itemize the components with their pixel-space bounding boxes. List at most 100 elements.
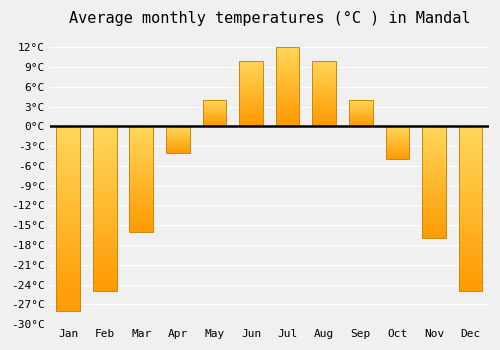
Bar bbox=[312, 61, 336, 63]
Bar bbox=[202, 115, 226, 116]
Bar bbox=[166, 130, 190, 131]
Bar bbox=[202, 123, 226, 124]
Bar bbox=[386, 126, 409, 159]
Bar bbox=[312, 80, 336, 83]
Bar bbox=[130, 193, 153, 197]
Bar bbox=[130, 218, 153, 221]
Bar bbox=[312, 85, 336, 87]
Bar bbox=[56, 262, 80, 268]
Bar bbox=[130, 207, 153, 211]
Bar bbox=[166, 142, 190, 143]
Bar bbox=[422, 126, 446, 238]
Bar bbox=[312, 87, 336, 89]
Bar bbox=[130, 137, 153, 140]
Bar bbox=[349, 118, 372, 119]
Bar bbox=[130, 225, 153, 228]
Bar bbox=[202, 109, 226, 110]
Bar bbox=[386, 130, 409, 131]
Bar bbox=[92, 159, 116, 165]
Bar bbox=[458, 148, 482, 154]
Bar bbox=[349, 116, 372, 117]
Bar bbox=[130, 221, 153, 225]
Bar bbox=[458, 181, 482, 187]
Bar bbox=[166, 151, 190, 152]
Bar bbox=[386, 150, 409, 152]
Bar bbox=[92, 264, 116, 269]
Bar bbox=[92, 280, 116, 286]
Bar bbox=[239, 122, 263, 124]
Bar bbox=[202, 120, 226, 121]
Bar bbox=[130, 169, 153, 172]
Bar bbox=[312, 120, 336, 122]
Bar bbox=[130, 133, 153, 137]
Bar bbox=[312, 89, 336, 91]
Bar bbox=[166, 144, 190, 145]
Bar bbox=[56, 280, 80, 286]
Bar bbox=[130, 155, 153, 158]
Bar bbox=[349, 104, 372, 105]
Bar bbox=[56, 225, 80, 231]
Bar bbox=[312, 118, 336, 120]
Bar bbox=[166, 134, 190, 135]
Bar bbox=[422, 179, 446, 182]
Bar bbox=[349, 112, 372, 113]
Bar bbox=[349, 114, 372, 115]
Bar bbox=[458, 247, 482, 253]
Bar bbox=[422, 186, 446, 190]
Bar bbox=[458, 143, 482, 148]
Bar bbox=[56, 256, 80, 262]
Bar bbox=[56, 163, 80, 169]
Bar bbox=[130, 140, 153, 144]
Bar bbox=[422, 194, 446, 197]
Bar bbox=[130, 197, 153, 200]
Bar bbox=[349, 117, 372, 118]
Bar bbox=[130, 179, 153, 183]
Bar bbox=[349, 125, 372, 126]
Bar bbox=[458, 225, 482, 231]
Bar bbox=[276, 47, 299, 50]
Bar bbox=[312, 83, 336, 85]
Bar bbox=[92, 187, 116, 192]
Bar bbox=[166, 138, 190, 139]
Bar bbox=[276, 69, 299, 71]
Bar bbox=[422, 156, 446, 160]
Bar bbox=[202, 119, 226, 120]
Bar bbox=[239, 87, 263, 89]
Bar bbox=[130, 204, 153, 207]
Bar bbox=[422, 168, 446, 171]
Bar bbox=[166, 136, 190, 137]
Bar bbox=[166, 126, 190, 153]
Bar bbox=[239, 98, 263, 100]
Bar bbox=[458, 165, 482, 170]
Bar bbox=[276, 121, 299, 124]
Bar bbox=[239, 89, 263, 91]
Bar bbox=[166, 139, 190, 140]
Bar bbox=[386, 143, 409, 144]
Bar bbox=[312, 124, 336, 126]
Bar bbox=[92, 209, 116, 214]
Bar bbox=[56, 176, 80, 182]
Bar bbox=[312, 109, 336, 111]
Bar bbox=[386, 152, 409, 153]
Bar bbox=[92, 170, 116, 176]
Bar bbox=[130, 126, 153, 232]
Bar bbox=[312, 63, 336, 65]
Bar bbox=[422, 190, 446, 194]
Bar bbox=[386, 140, 409, 141]
Bar bbox=[386, 127, 409, 129]
Bar bbox=[386, 139, 409, 140]
Bar bbox=[349, 102, 372, 103]
Bar bbox=[166, 131, 190, 132]
Bar bbox=[56, 157, 80, 163]
Bar bbox=[422, 130, 446, 134]
Title: Average monthly temperatures (°C ) in Mandal: Average monthly temperatures (°C ) in Ma… bbox=[68, 11, 470, 26]
Bar bbox=[202, 125, 226, 126]
Bar bbox=[349, 119, 372, 120]
Bar bbox=[458, 275, 482, 280]
Bar bbox=[92, 247, 116, 253]
Bar bbox=[92, 203, 116, 209]
Bar bbox=[312, 111, 336, 113]
Bar bbox=[312, 65, 336, 67]
Bar bbox=[92, 225, 116, 231]
Bar bbox=[202, 117, 226, 118]
